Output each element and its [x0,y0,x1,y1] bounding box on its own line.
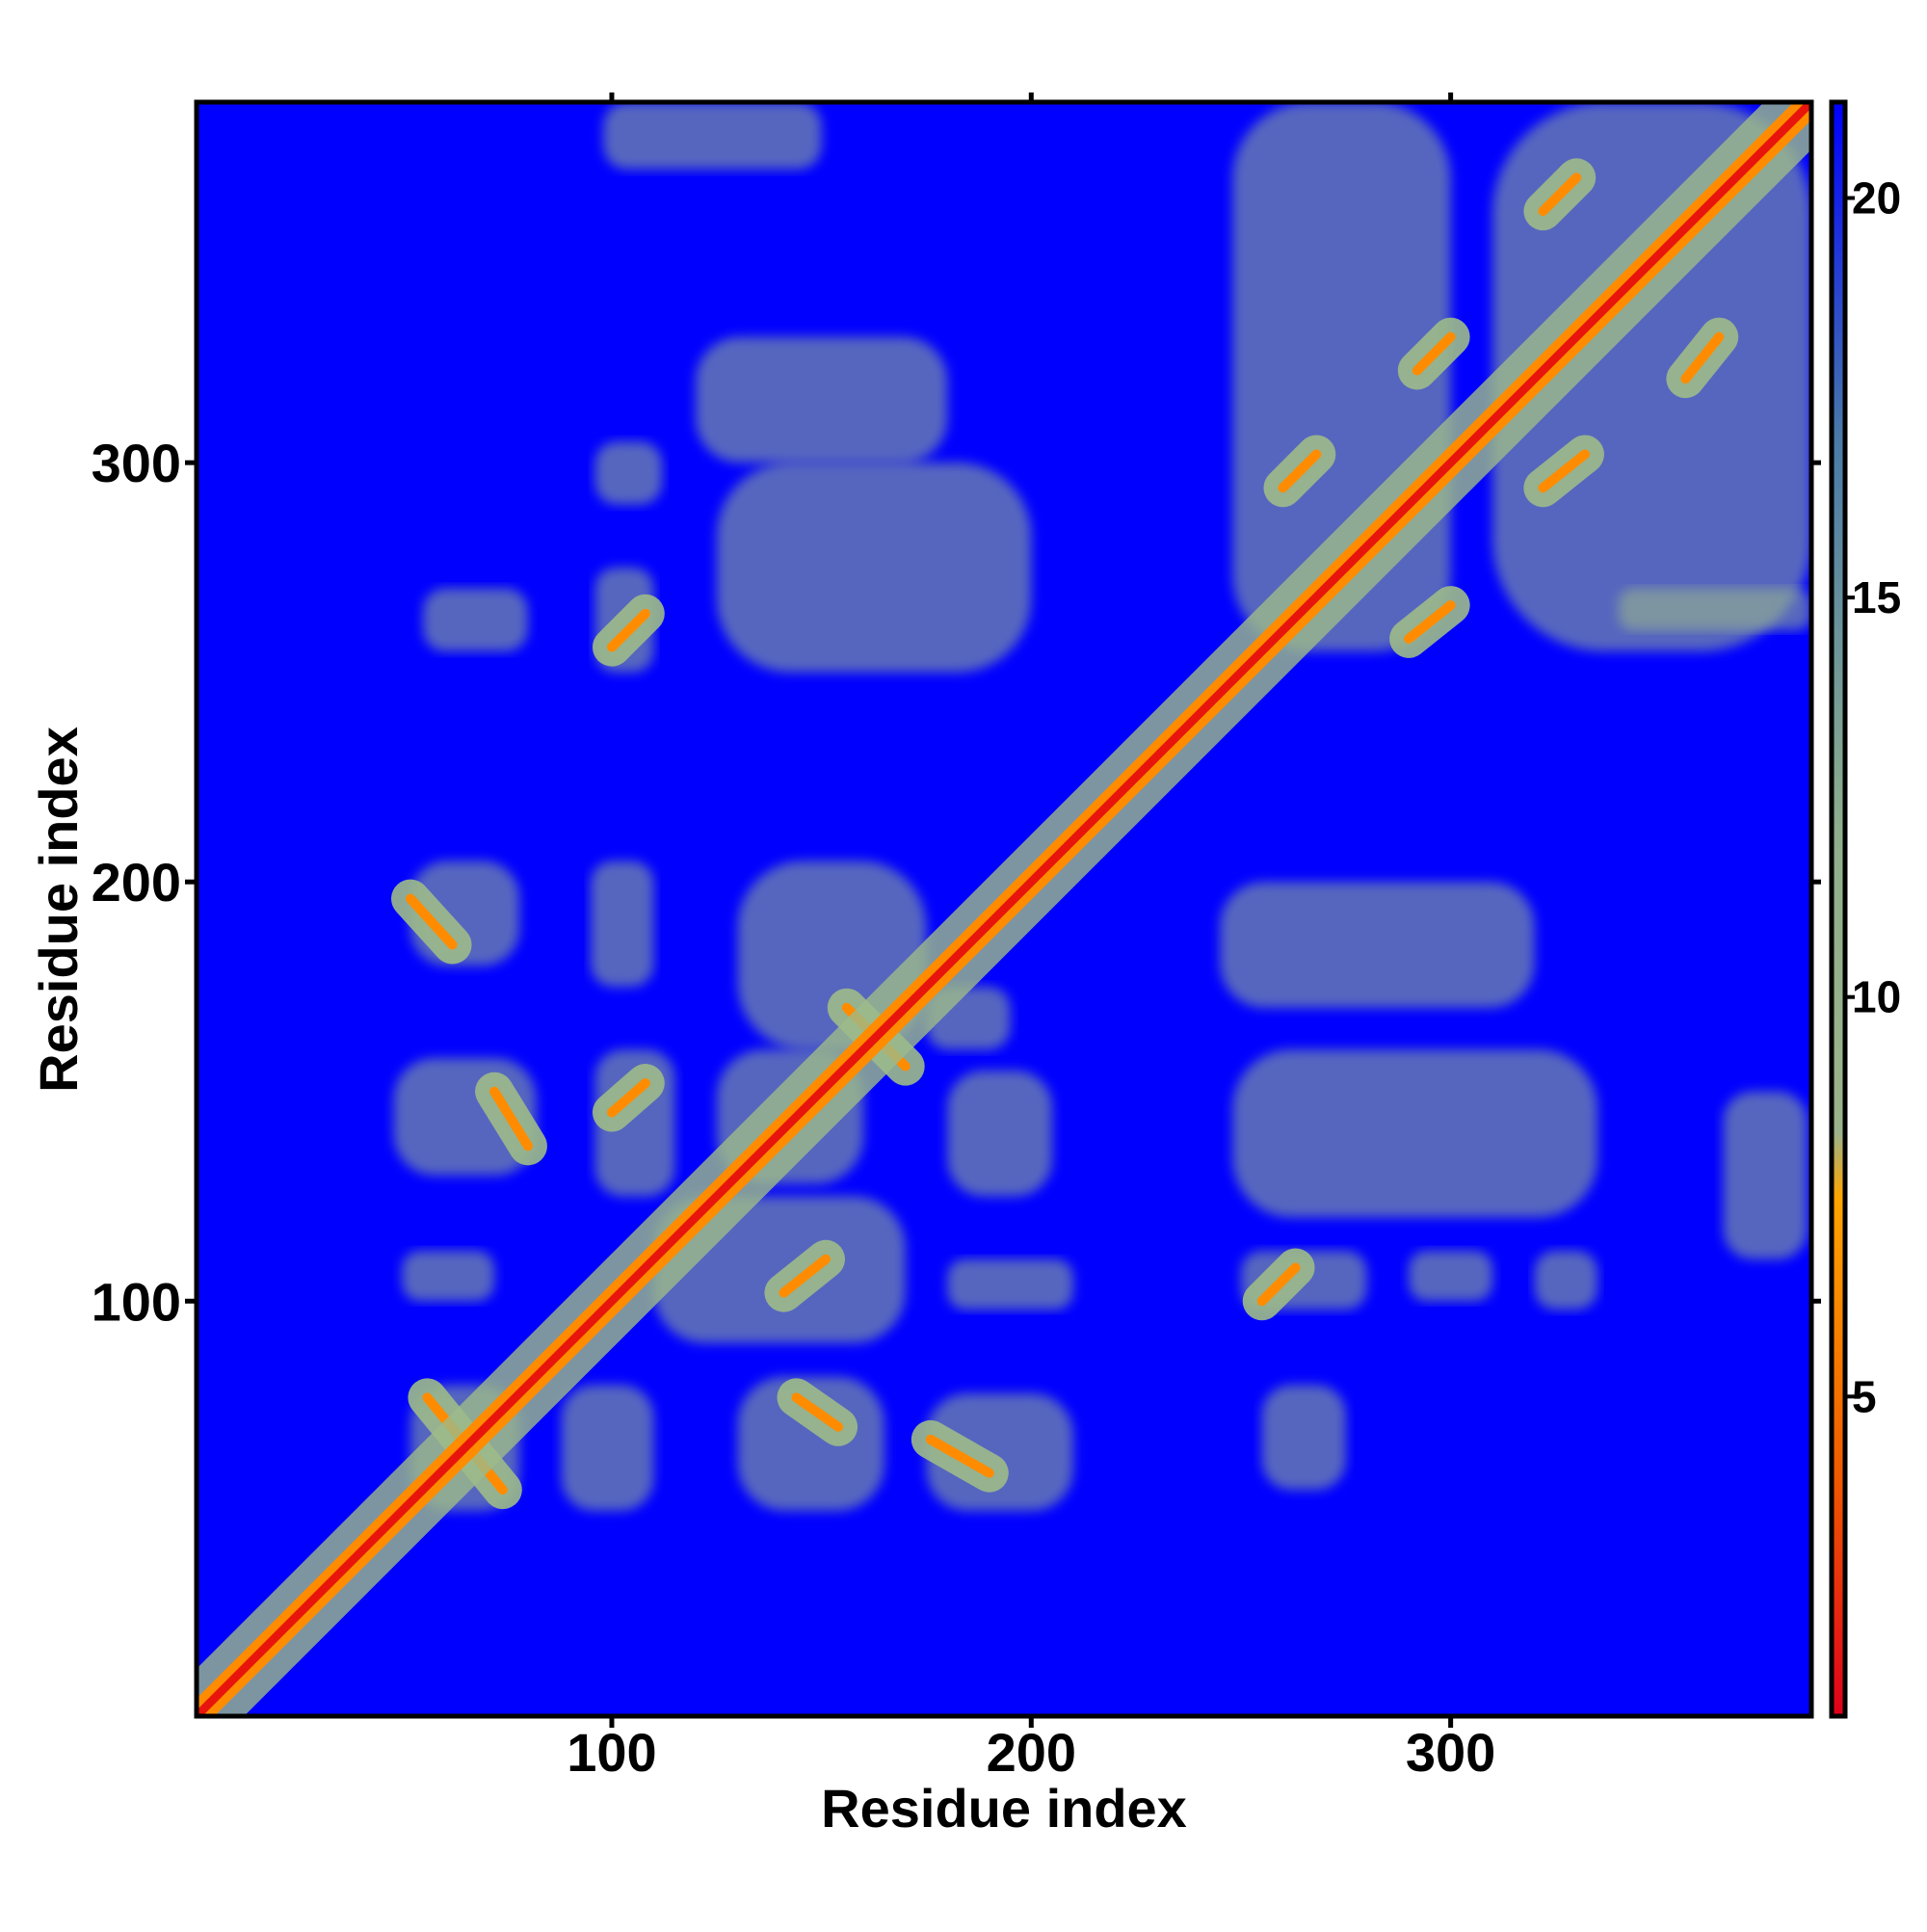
colorbar: 5 10 15 20 [1829,99,1901,1719]
contact-segment [1278,449,1322,493]
y-axis-ticks: 100 200 300 [92,433,1821,1332]
contact-segment [1680,331,1725,384]
x-tick-label: 100 [567,1722,656,1783]
y-axis-title: Residue index [28,727,89,1093]
contact-region [423,588,528,651]
contact-segments [391,158,1739,1510]
y-tick-label: 200 [92,852,181,913]
contact-region [1261,1385,1346,1491]
contact-region [402,1251,495,1302]
contact-segment [1404,600,1456,644]
contact-region [1723,1091,1808,1259]
x-tick-label: 300 [1406,1722,1495,1783]
contact-segment [406,893,458,950]
x-axis-title: Residue index [821,1778,1187,1839]
contact-region [594,441,663,505]
colorbar-frame [1829,99,1848,1719]
contact-segment [1412,331,1456,376]
contact-segment [606,1078,650,1118]
contact-segment [791,1392,844,1432]
colorbar-tick-label: 15 [1852,572,1901,622]
contact-region [696,336,948,463]
contact-region [926,1393,1073,1511]
contact-region [591,860,654,987]
y-tick-label: 300 [92,433,181,493]
contact-region [1409,1251,1493,1302]
contact-segment [489,1086,533,1151]
contact-segment [1538,172,1582,217]
colorbar-tick-label: 10 [1852,972,1901,1022]
contact-region [1534,1251,1597,1310]
contact-region [603,102,822,170]
contact-region [947,1258,1073,1310]
contact-region [947,1071,1053,1197]
colorbar-ticks: 5 10 15 20 [1845,173,1901,1421]
contact-region [1618,588,1811,631]
contact-region [1492,102,1811,651]
contact-region [1232,1049,1597,1218]
contact-region [1220,882,1535,1008]
plot-area [197,102,1811,1716]
contact-segment [606,608,650,652]
contact-segment [1256,1262,1301,1307]
diagonal-core [197,102,1811,1716]
x-tick-label: 200 [987,1722,1076,1783]
plot-frame [194,99,1814,1719]
contact-segment [925,1434,994,1478]
contact-region [716,463,1032,673]
colorbar-gradient [1832,102,1845,1716]
y-tick-label: 100 [92,1271,181,1332]
contact-region [561,1385,654,1511]
x-axis-ticks: 100 200 300 [567,93,1495,1783]
diagonal-band [197,102,1811,1716]
contact-segment [1538,449,1590,493]
colorbar-tick-label: 20 [1852,173,1901,224]
colorbar-tick-label: 5 [1852,1371,1877,1421]
contact-segment [779,1254,831,1298]
